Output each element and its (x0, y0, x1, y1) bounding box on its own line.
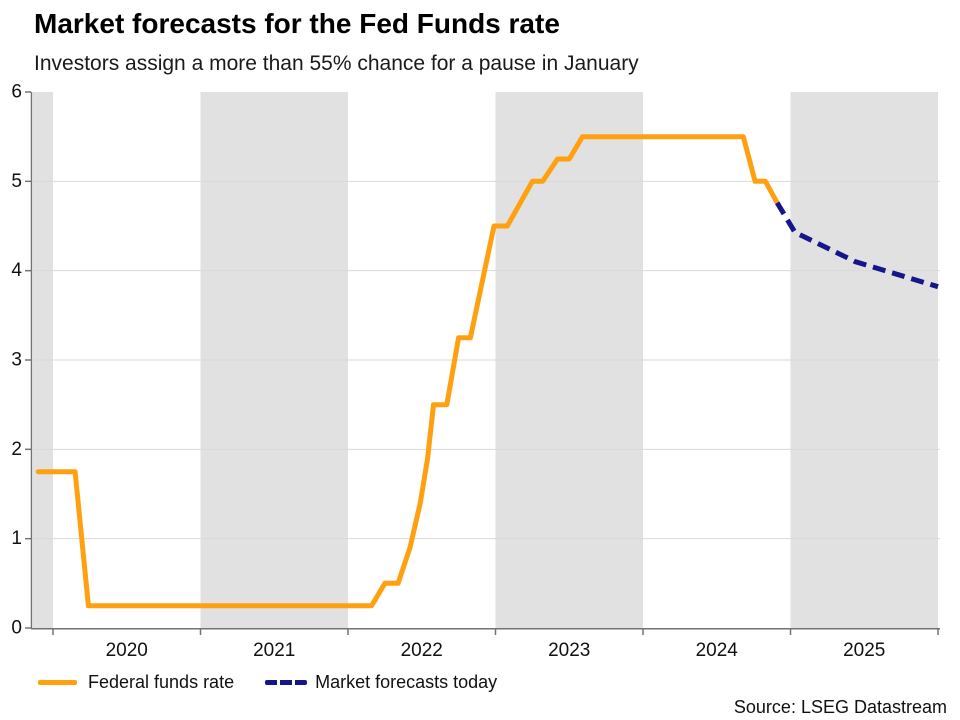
y-tick-label-2: 2 (11, 439, 22, 460)
x-tick-label-2022: 2022 (401, 640, 443, 661)
series-line-market-forecasts-today (775, 201, 939, 290)
y-tick-label-1: 1 (11, 528, 22, 549)
legend-label-market-forecasts: Market forecasts today (315, 671, 498, 692)
series-line-federal-funds-rate (35, 134, 780, 609)
y-tick-label-3: 3 (11, 350, 22, 371)
x-tick-label-2020: 2020 (106, 640, 148, 661)
page-title: Market forecasts for the Fed Funds rate (34, 8, 560, 39)
legend-item-market-forecasts: Market forecasts today (234, 672, 497, 693)
legend-swatch-dashed-line (265, 679, 308, 685)
y-tick-label-0: 0 (11, 618, 22, 639)
legend-item-federal-funds-rate: Federal funds rate (38, 672, 234, 693)
y-tick-label-6: 6 (11, 82, 22, 103)
x-tick-label-2023: 2023 (548, 640, 590, 661)
page-subtitle: Investors assign a more than 55% chance … (34, 52, 639, 75)
y-tick-label-4: 4 (11, 260, 22, 281)
x-tick-label-2024: 2024 (696, 640, 739, 661)
chart-legend: Federal funds rate Market forecasts toda… (38, 671, 497, 693)
x-tick-label-2025: 2025 (843, 640, 885, 661)
y-tick-label-5: 5 (11, 171, 22, 192)
x-tick-label-2021: 2021 (253, 640, 295, 661)
legend-label-federal-funds-rate: Federal funds rate (88, 671, 235, 692)
legend-swatch-solid-line (38, 679, 77, 685)
source-credit: Source: LSEG Datastream (733, 697, 947, 717)
